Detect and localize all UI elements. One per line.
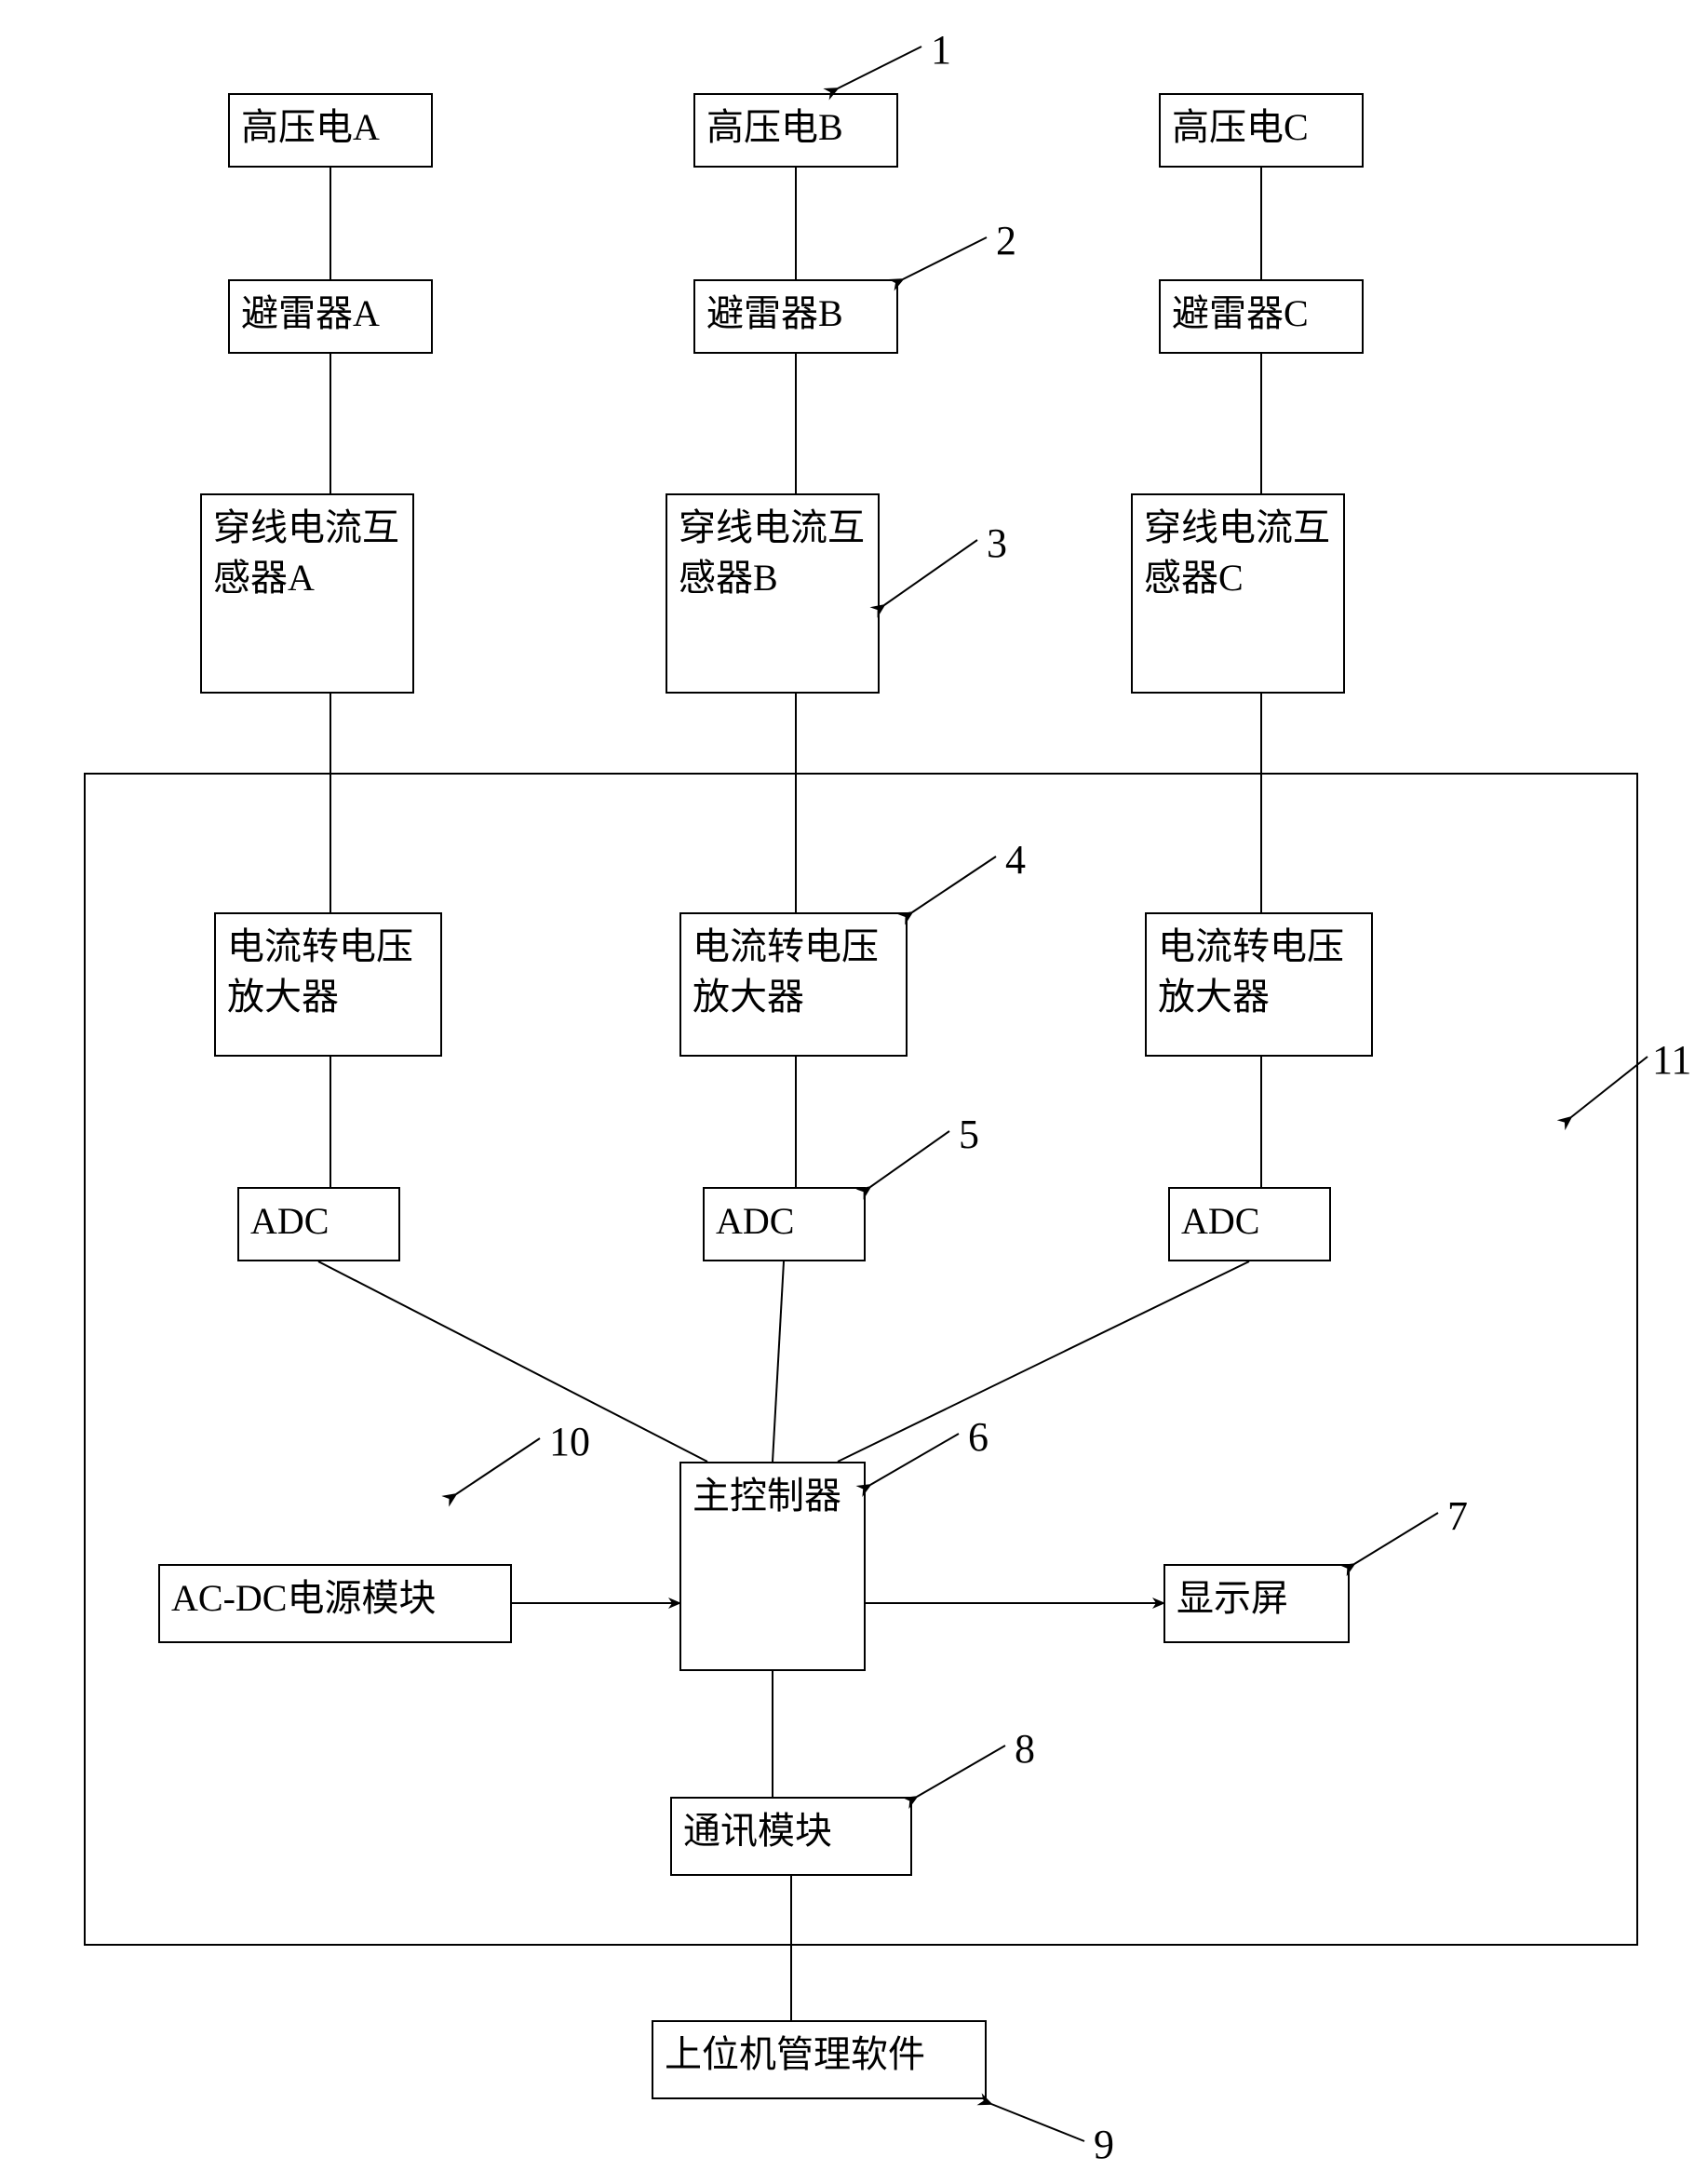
node-ct-a: 穿线电流互感器A xyxy=(200,493,414,694)
node-text: 高压电C xyxy=(1172,102,1309,153)
node-text: 电流转电压放大器 xyxy=(227,922,429,1022)
node-amp-a: 电流转电压放大器 xyxy=(214,912,442,1057)
node-text: 高压电B xyxy=(706,102,843,153)
callout-label-5: 5 xyxy=(959,1111,979,1158)
callout-label-7: 7 xyxy=(1447,1492,1468,1540)
node-text: 主控制器 xyxy=(693,1471,841,1521)
node-text: 穿线电流互感器C xyxy=(1144,503,1332,603)
node-text: ADC xyxy=(250,1196,329,1247)
node-text: 避雷器C xyxy=(1172,289,1309,339)
node-text: 电流转电压放大器 xyxy=(693,922,894,1022)
node-text: AC-DC电源模块 xyxy=(171,1573,436,1624)
node-adc-c: ADC xyxy=(1168,1187,1331,1261)
node-amp-c: 电流转电压放大器 xyxy=(1145,912,1373,1057)
node-text: 显示屏 xyxy=(1177,1573,1288,1624)
node-text: 高压电A xyxy=(241,102,380,153)
node-ct-c: 穿线电流互感器C xyxy=(1131,493,1345,694)
node-text: 穿线电流互感器A xyxy=(213,503,401,603)
node-text: 上位机管理软件 xyxy=(665,2029,925,2080)
node-upper-software: 上位机管理软件 xyxy=(652,2020,987,2099)
callout-label-3: 3 xyxy=(987,519,1007,567)
node-text: 避雷器B xyxy=(706,289,843,339)
node-hv-c: 高压电C xyxy=(1159,93,1364,168)
node-text: 电流转电压放大器 xyxy=(1158,922,1360,1022)
callout-label-11: 11 xyxy=(1652,1036,1691,1084)
node-power: AC-DC电源模块 xyxy=(158,1564,512,1643)
node-text: 通讯模块 xyxy=(683,1806,832,1856)
callout-label-2: 2 xyxy=(996,217,1016,264)
callout-label-4: 4 xyxy=(1005,836,1026,883)
node-text: ADC xyxy=(1181,1196,1259,1247)
node-adc-b: ADC xyxy=(703,1187,866,1261)
node-text: ADC xyxy=(716,1196,794,1247)
node-adc-a: ADC xyxy=(237,1187,400,1261)
callout-label-1: 1 xyxy=(931,26,951,74)
node-text: 穿线电流互感器B xyxy=(679,503,867,603)
callout-label-9: 9 xyxy=(1094,2121,1114,2168)
node-hv-b: 高压电B xyxy=(693,93,898,168)
callout-label-8: 8 xyxy=(1015,1725,1035,1773)
node-arrester-a: 避雷器A xyxy=(228,279,433,354)
node-comm: 通讯模块 xyxy=(670,1797,912,1876)
node-text: 避雷器A xyxy=(241,289,380,339)
diagram-canvas: 高压电A 高压电B 高压电C 避雷器A 避雷器B 避雷器C 穿线电流互感器A 穿… xyxy=(0,0,1708,2171)
node-amp-b: 电流转电压放大器 xyxy=(679,912,908,1057)
node-display: 显示屏 xyxy=(1163,1564,1350,1643)
node-arrester-b: 避雷器B xyxy=(693,279,898,354)
node-arrester-c: 避雷器C xyxy=(1159,279,1364,354)
node-hv-a: 高压电A xyxy=(228,93,433,168)
node-mcu: 主控制器 xyxy=(679,1462,866,1671)
callout-label-10: 10 xyxy=(549,1418,590,1465)
node-ct-b: 穿线电流互感器B xyxy=(666,493,880,694)
callout-label-6: 6 xyxy=(968,1413,988,1461)
